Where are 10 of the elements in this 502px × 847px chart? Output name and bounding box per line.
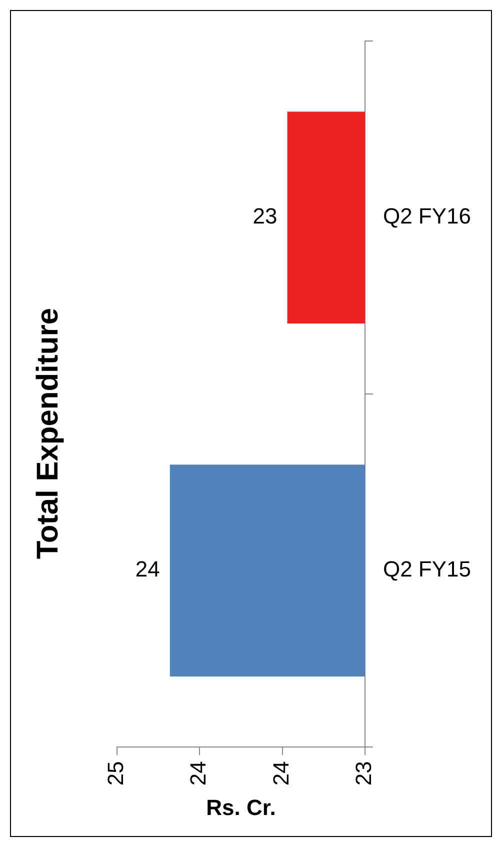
data-label: 23 <box>252 204 278 229</box>
y-tick-label: Q2 FY15 <box>382 556 472 582</box>
x-tick-label: 24 <box>186 761 211 786</box>
data-label: 24 <box>135 556 160 582</box>
x-tick-label: 25 <box>103 761 128 786</box>
y-tick-label: Q2 FY16 <box>382 204 472 229</box>
x-axis-title: Rs. Cr. <box>206 794 276 820</box>
text: Total Expenditure <box>31 308 64 560</box>
x-tick-label: 24 <box>268 761 294 786</box>
x-tick-label: 23 <box>351 761 376 786</box>
